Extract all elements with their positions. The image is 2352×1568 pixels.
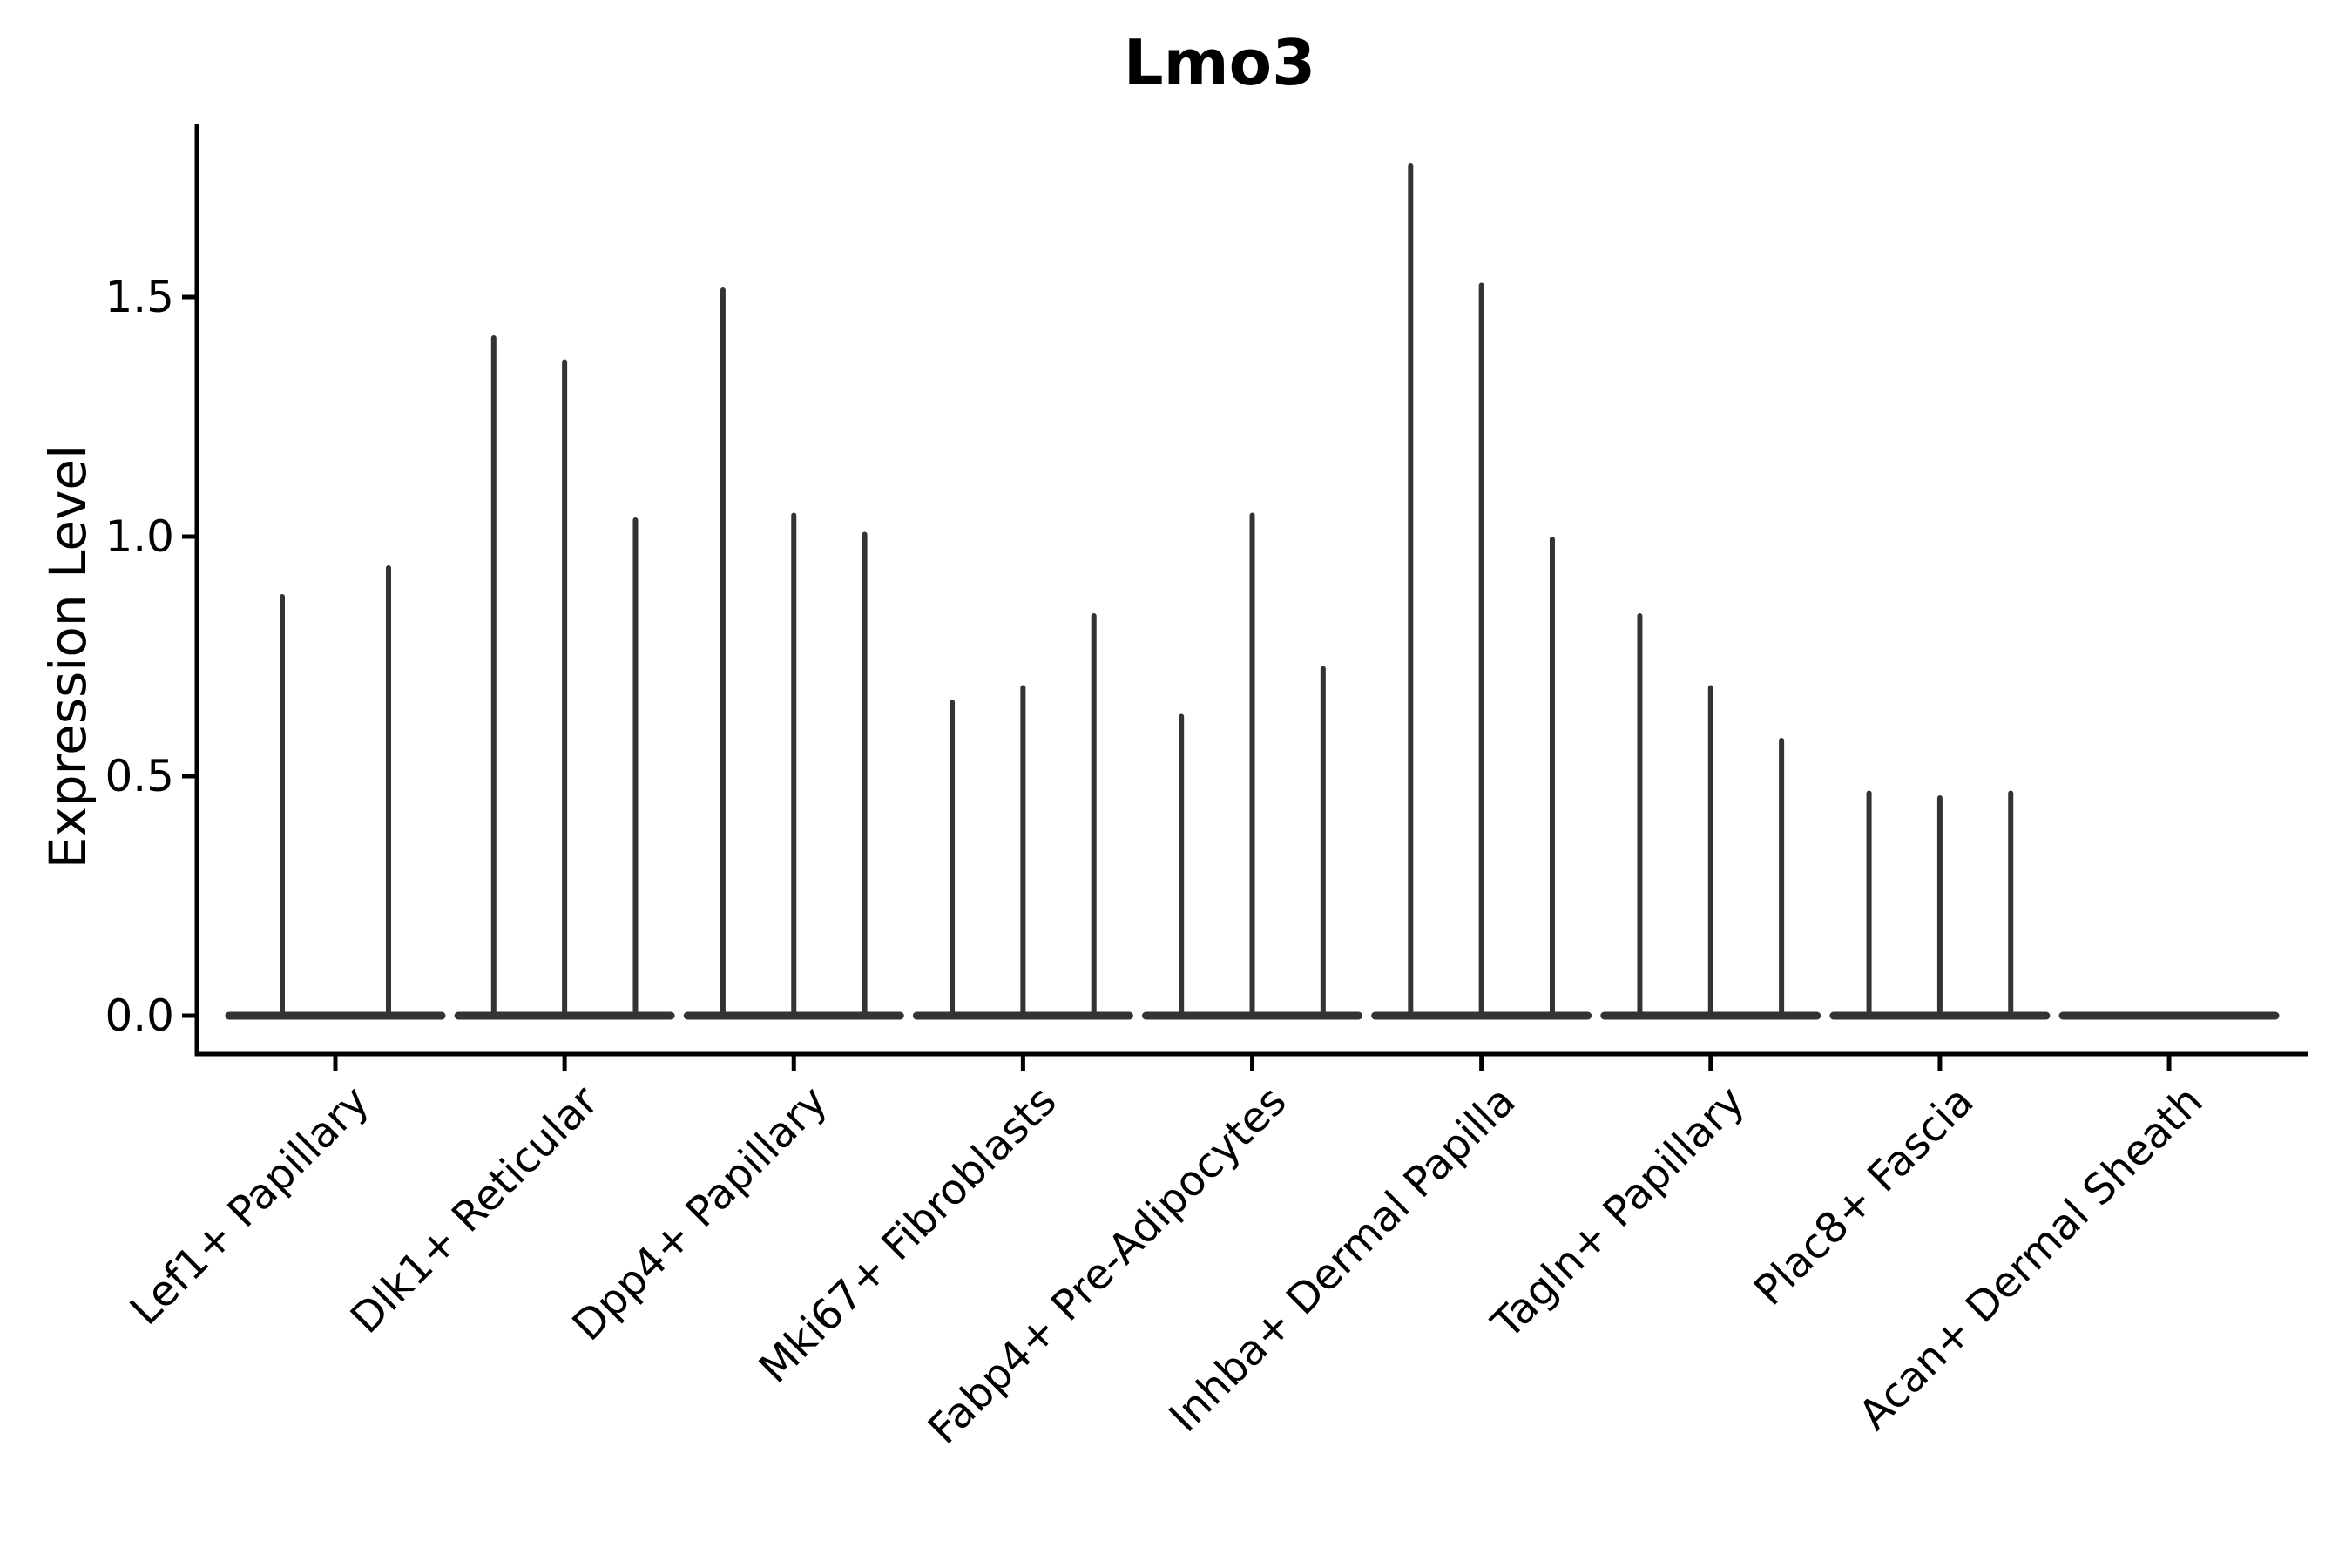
y-tick-label: 0.5 (105, 751, 174, 801)
chart-title: Lmo3 (1123, 26, 1316, 99)
y-tick-label: 0.0 (105, 990, 174, 1041)
y-tick-label: 1.0 (105, 511, 174, 562)
y-tick-label: 1.5 (105, 272, 174, 322)
